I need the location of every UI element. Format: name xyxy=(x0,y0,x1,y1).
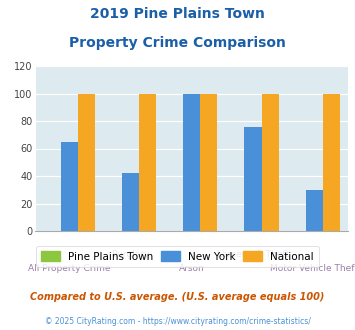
Bar xyxy=(323,93,340,231)
Bar xyxy=(122,173,139,231)
Bar xyxy=(78,93,95,231)
Text: Motor Vehicle Theft: Motor Vehicle Theft xyxy=(270,264,355,273)
Bar xyxy=(200,93,217,231)
Bar xyxy=(244,126,262,231)
Text: All Property Crime: All Property Crime xyxy=(28,264,110,273)
Text: Compared to U.S. average. (U.S. average equals 100): Compared to U.S. average. (U.S. average … xyxy=(30,292,325,302)
Text: Larceny & Theft: Larceny & Theft xyxy=(217,250,289,259)
Text: © 2025 CityRating.com - https://www.cityrating.com/crime-statistics/: © 2025 CityRating.com - https://www.city… xyxy=(45,317,310,326)
Text: Property Crime Comparison: Property Crime Comparison xyxy=(69,36,286,50)
Text: Arson: Arson xyxy=(179,264,204,273)
Bar xyxy=(262,93,279,231)
Bar xyxy=(306,190,323,231)
Text: Burglary: Burglary xyxy=(111,250,150,259)
Bar xyxy=(139,93,156,231)
Bar xyxy=(61,142,78,231)
Legend: Pine Plains Town, New York, National: Pine Plains Town, New York, National xyxy=(36,246,319,267)
Bar xyxy=(183,93,200,231)
Text: 2019 Pine Plains Town: 2019 Pine Plains Town xyxy=(90,7,265,20)
